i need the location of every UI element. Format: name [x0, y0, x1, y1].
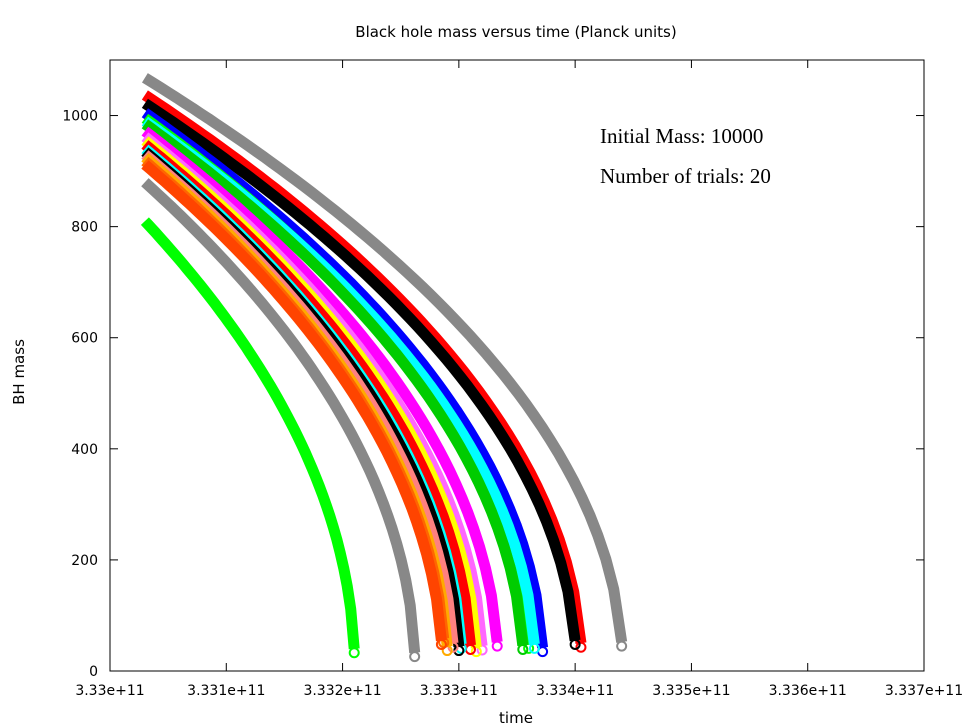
- x-tick-label: 3.337e+11: [885, 683, 963, 699]
- series-end-marker: [447, 641, 459, 653]
- series-end-marker: [616, 640, 628, 652]
- series-17: [141, 178, 421, 663]
- x-tick-label: 3.33e+11: [75, 683, 144, 699]
- series-line: [142, 73, 628, 643]
- series-line: [140, 217, 360, 650]
- series-end-marker: [575, 641, 587, 653]
- series-end-marker: [453, 645, 465, 657]
- series-18: [140, 217, 360, 659]
- plot-frame: [109, 59, 925, 672]
- y-tick-label: 200: [71, 553, 98, 569]
- series-line: [141, 160, 447, 642]
- y-tick-label: 0: [89, 664, 98, 680]
- x-tick-label: 3.336e+11: [769, 683, 847, 699]
- series-end-marker: [491, 640, 503, 652]
- series-end-marker: [476, 644, 488, 656]
- series-line: [141, 119, 529, 647]
- y-axis-label: BH mass: [10, 339, 28, 405]
- x-tick-label: 3.332e+11: [303, 683, 381, 699]
- tick-layer: 3.33e+11 3.331e+11 3.332e+11 3.333e+11 3.334…: [62, 60, 963, 699]
- x-axis-label: time: [499, 709, 533, 727]
- series-end-marker: [409, 651, 421, 663]
- series-end-marker: [464, 643, 476, 655]
- series-2: [141, 98, 581, 650]
- series-end-marker: [517, 643, 529, 655]
- x-tick-label: 3.334e+11: [536, 683, 614, 699]
- x-tick-label: 3.335e+11: [652, 683, 730, 699]
- series-line: [141, 90, 587, 644]
- series-end-marker: [569, 638, 581, 650]
- annotation-number-of-trials: Number of trials: 20: [600, 164, 771, 188]
- annotation-initial-mass: Initial Mass: 10000: [600, 124, 763, 148]
- y-tick-label: 600: [71, 331, 98, 347]
- series-6: [141, 119, 529, 655]
- series-end-marker: [435, 638, 447, 650]
- chart-title: Black hole mass versus time (Planck unit…: [355, 23, 676, 41]
- series-end-marker: [348, 647, 360, 659]
- series-16: [141, 160, 447, 650]
- series-end-marker: [528, 642, 540, 654]
- y-tick-label: 400: [71, 442, 98, 458]
- series-line: [141, 178, 421, 654]
- series-end-marker: [470, 646, 482, 658]
- y-tick-label: 1000: [62, 109, 98, 125]
- series-0: [142, 73, 628, 652]
- x-tick-label: 3.331e+11: [187, 683, 265, 699]
- series-1: [141, 90, 587, 653]
- y-tick-label: 800: [71, 220, 98, 236]
- series-end-marker: [523, 642, 535, 654]
- x-tick-label: 3.333e+11: [420, 683, 498, 699]
- series-layer: [140, 73, 628, 663]
- series-line: [141, 98, 581, 642]
